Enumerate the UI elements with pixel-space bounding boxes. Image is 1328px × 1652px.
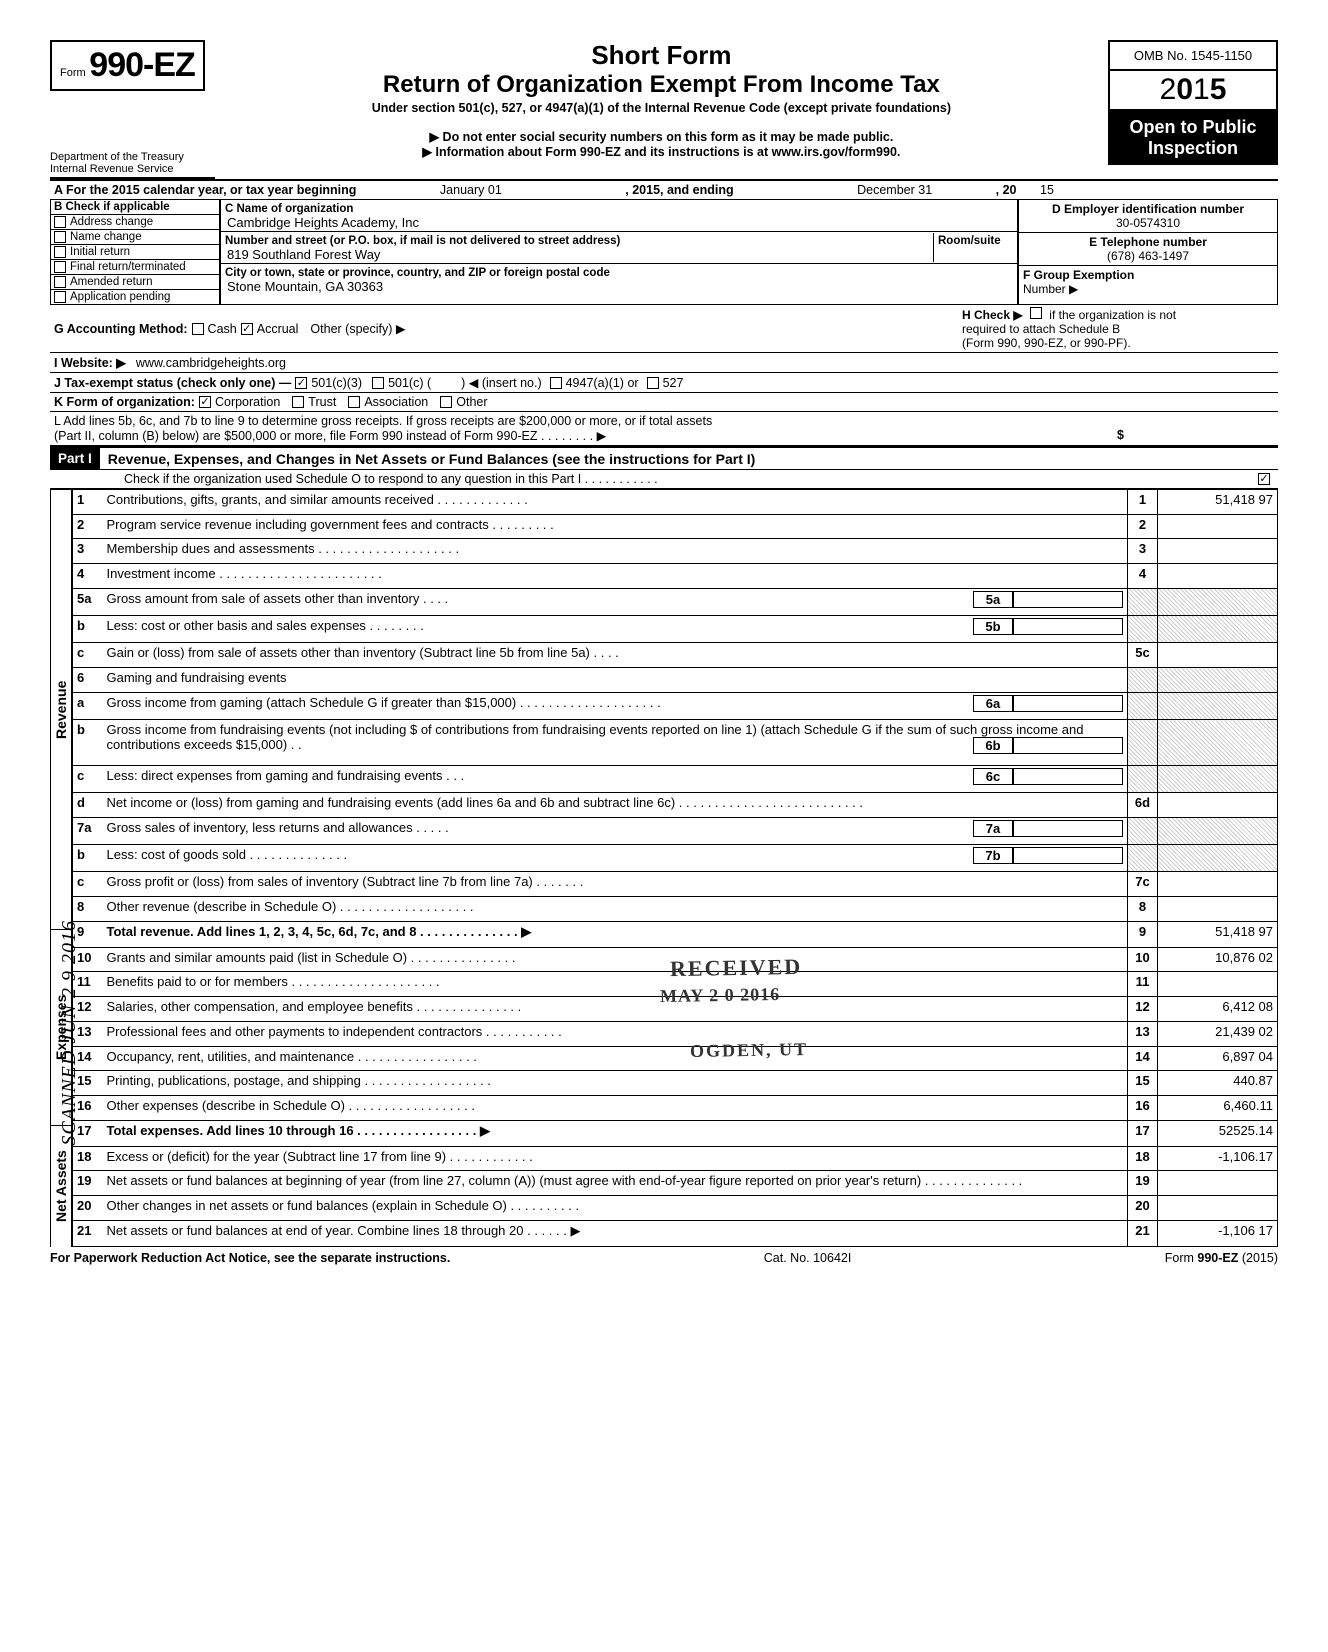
row-1: 1Contributions, gifts, grants, and simil… [73, 490, 1278, 515]
cb-amended-return[interactable]: Amended return [51, 275, 219, 290]
row-3: 3Membership dues and assessments . . . .… [73, 539, 1278, 564]
cb-schedule-b[interactable] [1030, 307, 1042, 319]
cb-association[interactable] [348, 396, 360, 408]
part1-badge: Part I [50, 448, 100, 469]
col-b-header: B Check if applicable [51, 200, 219, 215]
row-8: 8Other revenue (describe in Schedule O) … [73, 896, 1278, 921]
omb-box: OMB No. 1545-1150 [1108, 40, 1278, 71]
cb-schedule-o[interactable] [1258, 473, 1270, 485]
footer-left: For Paperwork Reduction Act Notice, see … [50, 1251, 450, 1265]
form-number: 990-EZ [89, 46, 195, 84]
row-5a: 5aGross amount from sale of assets other… [73, 588, 1278, 615]
header: Form 990-EZ Department of the Treasury I… [50, 40, 1278, 179]
part1-header: Part I Revenue, Expenses, and Changes in… [50, 446, 1278, 470]
phone: (678) 463-1497 [1107, 249, 1189, 263]
line-i: I Website: ▶ www.cambridgeheights.org [50, 353, 1278, 373]
year-box: 2015 [1108, 71, 1278, 111]
column-b: B Check if applicable Address change Nam… [50, 199, 220, 305]
row-15: 15Printing, publications, postage, and s… [73, 1071, 1278, 1096]
open-public-box: Open to Public Inspection [1108, 111, 1278, 165]
row-20: 20Other changes in net assets or fund ba… [73, 1196, 1278, 1221]
bcd-row: B Check if applicable Address change Nam… [50, 199, 1278, 305]
row-21: 21Net assets or fund balances at end of … [73, 1220, 1278, 1246]
lines-table: 1Contributions, gifts, grants, and simil… [72, 489, 1278, 1247]
footer-mid: Cat. No. 10642I [764, 1251, 852, 1265]
footer: For Paperwork Reduction Act Notice, see … [50, 1251, 1278, 1265]
cb-address-change[interactable]: Address change [51, 215, 219, 230]
column-c: C Name of organizationCambridge Heights … [220, 199, 1018, 305]
lines-grid: Revenue Expenses Net Assets 1Contributio… [50, 489, 1278, 1247]
label-revenue: Revenue [50, 489, 72, 929]
cb-4947[interactable] [550, 377, 562, 389]
row-19: 19Net assets or fund balances at beginni… [73, 1171, 1278, 1196]
row-16: 16Other expenses (describe in Schedule O… [73, 1095, 1278, 1120]
cb-other-org[interactable] [440, 396, 452, 408]
row-17: 17Total expenses. Add lines 10 through 1… [73, 1120, 1278, 1146]
cb-name-change[interactable]: Name change [51, 230, 219, 245]
row-11: 11Benefits paid to or for members . . . … [73, 972, 1278, 997]
row-7c: cGross profit or (loss) from sales of in… [73, 872, 1278, 897]
cb-corporation[interactable] [199, 396, 211, 408]
main-title: Return of Organization Exempt From Incom… [215, 71, 1108, 99]
row-5b: bLess: cost or other basis and sales exp… [73, 616, 1278, 643]
column-d: D Employer identification number30-05743… [1018, 199, 1278, 305]
row-18: 18Excess or (deficit) for the year (Subt… [73, 1146, 1278, 1171]
org-city: Stone Mountain, GA 30363 [225, 279, 383, 294]
row-13: 13Professional fees and other payments t… [73, 1021, 1278, 1046]
line-g: G Accounting Method: Cash Accrual Other … [50, 305, 958, 353]
line-j: J Tax-exempt status (check only one) — 5… [50, 373, 1278, 393]
title-column: Short Form Return of Organization Exempt… [215, 40, 1108, 159]
left-header-col: Form 990-EZ Department of the Treasury I… [50, 40, 215, 179]
row-7b: bLess: cost of goods sold . . . . . . . … [73, 844, 1278, 871]
form-prefix: Form [60, 67, 86, 79]
warning-2: ▶ Information about Form 990-EZ and its … [215, 144, 1108, 159]
cb-cash[interactable] [192, 323, 204, 335]
cb-527[interactable] [647, 377, 659, 389]
cb-accrual[interactable] [241, 323, 253, 335]
cb-501c[interactable] [372, 377, 384, 389]
row-9: 9Total revenue. Add lines 1, 2, 3, 4, 5c… [73, 921, 1278, 947]
dept-line1: Department of the Treasury [50, 151, 215, 163]
form-number-box: Form 990-EZ [50, 40, 205, 91]
line-a: A For the 2015 calendar year, or tax yea… [50, 179, 1278, 199]
line-h: H Check ▶ if the organization is not req… [958, 305, 1278, 353]
row-4: 4Investment income . . . . . . . . . . .… [73, 564, 1278, 589]
row-12: 12Salaries, other compensation, and empl… [73, 997, 1278, 1022]
row-6d: dNet income or (loss) from gaming and fu… [73, 792, 1278, 817]
cb-application-pending[interactable]: Application pending [51, 290, 219, 304]
cb-trust[interactable] [292, 396, 304, 408]
warning-1: ▶ Do not enter social security numbers o… [215, 129, 1108, 144]
row-2: 2Program service revenue including gover… [73, 514, 1278, 539]
ein: 30-0574310 [1116, 216, 1180, 230]
short-form-label: Short Form [215, 40, 1108, 71]
row-14: 14Occupancy, rent, utilities, and mainte… [73, 1046, 1278, 1071]
website: www.cambridgeheights.org [136, 356, 286, 370]
cb-final-return[interactable]: Final return/terminated [51, 260, 219, 275]
row-6b: bGross income from fundraising events (n… [73, 720, 1278, 766]
right-header-col: OMB No. 1545-1150 2015 Open to Public In… [1108, 40, 1278, 165]
row-6a: aGross income from gaming (attach Schedu… [73, 692, 1278, 719]
stamp-scanned: SCANNED JUN 2 9 2016 [58, 920, 81, 1146]
row-6: 6Gaming and fundraising events [73, 668, 1278, 693]
line-l: L Add lines 5b, 6c, and 7b to line 9 to … [50, 412, 1278, 446]
org-street: 819 Southland Forest Way [225, 247, 380, 262]
row-10: 10Grants and similar amounts paid (list … [73, 947, 1278, 972]
row-6c: cLess: direct expenses from gaming and f… [73, 765, 1278, 792]
org-name: Cambridge Heights Academy, Inc [225, 215, 419, 230]
subtitle: Under section 501(c), 527, or 4947(a)(1)… [215, 101, 1108, 115]
row-7a: 7aGross sales of inventory, less returns… [73, 817, 1278, 844]
part1-check-line: Check if the organization used Schedule … [50, 470, 1278, 489]
cb-initial-return[interactable]: Initial return [51, 245, 219, 260]
dept-line2: Internal Revenue Service [50, 163, 215, 175]
form-990ez-page: Form 990-EZ Department of the Treasury I… [50, 40, 1278, 1265]
cb-501c3[interactable] [295, 377, 307, 389]
row-5c: cGain or (loss) from sale of assets othe… [73, 643, 1278, 668]
line-k: K Form of organization: Corporation Trus… [50, 393, 1278, 412]
footer-right: Form 990-EZ (2015) [1165, 1251, 1278, 1265]
dept-box: Department of the Treasury Internal Reve… [50, 151, 215, 179]
